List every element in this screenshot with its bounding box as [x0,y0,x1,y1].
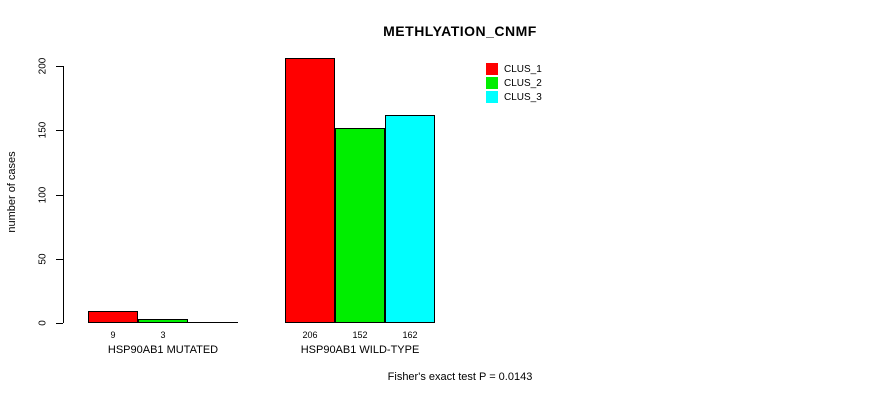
bar-value-label: 206 [302,330,318,340]
bar-clus_3-group1 [188,322,238,323]
legend-item: CLUS_2 [486,77,542,89]
y-tick-label: 150 [37,121,49,139]
legend-color-swatch [486,63,498,75]
bar-clus_3-group2 [385,115,435,323]
y-tick-label: 200 [37,57,49,75]
legend-label: CLUS_3 [504,91,542,103]
y-tick-label: 100 [37,186,49,204]
bar-clus_1-group2 [285,58,335,323]
bar-clus_2-group1 [138,319,188,323]
y-tick-mark [56,323,63,324]
y-tick-mark [56,66,63,67]
legend-item: CLUS_1 [486,63,542,75]
bar-value-label: 162 [402,330,418,340]
y-tick-mark [56,130,63,131]
legend-item: CLUS_3 [486,91,542,103]
legend-label: CLUS_1 [504,63,542,75]
chart-title: METHLYATION_CNMF [383,23,537,39]
bar-clus_2-group2 [335,128,385,323]
bar-value-label: 9 [110,330,116,340]
y-tick-mark [56,259,63,260]
x-category-label: HSP90AB1 WILD-TYPE [300,344,420,356]
y-axis-title: number of cases [6,151,18,233]
bar-clus_1-group1 [88,311,138,323]
legend-color-swatch [486,91,498,103]
y-tick-label: 0 [37,320,49,326]
x-category-label: HSP90AB1 MUTATED [107,344,219,356]
legend: CLUS_1 CLUS_2 CLUS_3 [486,63,542,105]
bar-value-label: 152 [352,330,368,340]
y-tick-label: 50 [37,253,49,265]
y-tick-mark [56,195,63,196]
legend-color-swatch [486,77,498,89]
legend-label: CLUS_2 [504,77,542,89]
y-axis-line [63,66,64,323]
bar-value-label: 3 [160,330,166,340]
fisher-test-annotation: Fisher's exact test P = 0.0143 [387,371,533,383]
